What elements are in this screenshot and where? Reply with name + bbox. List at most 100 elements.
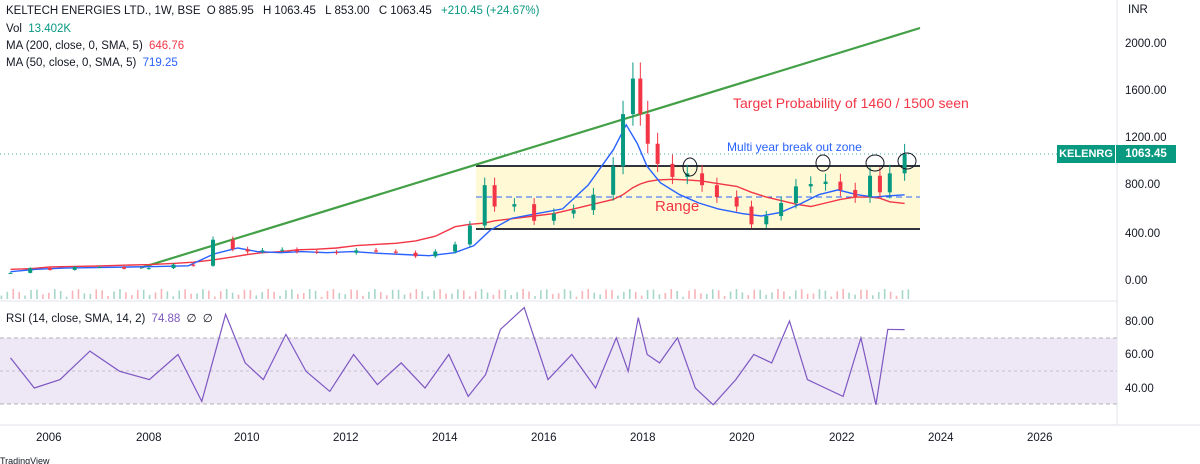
high-value: 1063.45 — [274, 5, 316, 17]
volume-bar — [794, 290, 797, 299]
volume-bar — [285, 290, 287, 299]
volume-bar — [569, 290, 572, 299]
volume-bar — [486, 292, 489, 299]
volume-bar — [563, 289, 566, 299]
target-annotation[interactable]: Target Probability of 1460 / 1500 seen — [733, 95, 969, 111]
volume-bar — [107, 296, 109, 299]
volume-bar — [166, 291, 169, 299]
rsi-pane[interactable] — [0, 306, 1117, 406]
time-tick: 2020 — [729, 432, 755, 444]
volume-bar — [759, 289, 761, 299]
low-label: L — [325, 5, 332, 17]
open-value: 885.95 — [218, 5, 254, 17]
volume-bar — [599, 294, 601, 299]
candle-body — [28, 268, 33, 273]
footer-brand: TradingView — [0, 456, 1200, 464]
volume-bar — [676, 291, 678, 299]
price-tick: 2000.00 — [1125, 38, 1167, 50]
volume-bar — [646, 290, 649, 299]
candle-body — [230, 239, 235, 250]
volume-bar — [184, 289, 186, 299]
range-annotation[interactable]: Range — [655, 198, 699, 215]
trendline[interactable] — [139, 26, 921, 270]
vol-legend[interactable]: Vol 13.402K — [6, 22, 74, 36]
volume-bar — [593, 292, 595, 299]
candle-body — [97, 266, 102, 268]
volume-bar — [789, 296, 791, 299]
price-tick: 400.00 — [1125, 228, 1160, 240]
volume-bar — [178, 290, 181, 299]
volume-bar — [65, 296, 68, 299]
candle-body — [354, 250, 359, 253]
volume-bar — [640, 295, 643, 299]
volume-bar — [551, 293, 554, 299]
volume-bar — [314, 290, 317, 299]
candle-body — [295, 249, 299, 252]
volume-bars — [0, 289, 910, 299]
volume-bar — [42, 294, 44, 299]
volume-bar — [581, 291, 584, 299]
volume-bar — [12, 289, 15, 299]
candle-body — [453, 244, 458, 252]
volume-bar — [297, 294, 299, 299]
ma200-legend[interactable]: MA (200, close, 0, SMA, 5) 646.76 — [6, 39, 187, 53]
candle-body — [700, 173, 705, 186]
candle-body — [122, 266, 127, 269]
time-tick: 2008 — [136, 432, 162, 444]
volume-bar — [231, 292, 234, 299]
candle-body — [853, 189, 858, 198]
price-tick: 0.00 — [1125, 275, 1147, 287]
volume-bar — [628, 289, 631, 299]
candle-body — [72, 266, 77, 270]
volume-bar — [332, 289, 335, 299]
volume-bar — [872, 295, 874, 299]
rsi-tick: 60.00 — [1125, 349, 1154, 361]
candle-body — [638, 78, 643, 115]
candle-body — [823, 181, 828, 185]
candle-body — [374, 250, 379, 252]
ma50-legend[interactable]: MA (50, close, 0, SMA, 5) 719.25 — [6, 56, 181, 70]
rsi-value: 74.88 — [151, 313, 181, 325]
volume-bar — [225, 289, 228, 299]
symbol-legend[interactable]: KELTECH ENERGIES LTD., 1W, BSE O 885.95 H… — [6, 4, 542, 18]
volume-bar — [445, 293, 447, 299]
candle-body — [877, 175, 882, 193]
candle-body — [808, 184, 813, 187]
candle-body — [714, 185, 719, 198]
last-price-value-badge: 1063.45 — [1115, 145, 1176, 163]
volume-bar — [308, 289, 311, 299]
candle-body — [280, 249, 285, 251]
price-pane[interactable]: Target Probability of 1460 / 1500 seen M… — [0, 0, 1200, 426]
time-tick: 2010 — [234, 432, 260, 444]
ma50-value: 719.25 — [142, 57, 178, 69]
volume-bar — [125, 292, 127, 299]
rsi-tick: 80.00 — [1125, 316, 1154, 328]
breakout-annotation[interactable]: Multi year break out zone — [727, 140, 862, 154]
volume-bar — [154, 292, 157, 299]
volume-bar — [427, 296, 430, 299]
candle-body — [611, 166, 616, 195]
volume-bar — [664, 292, 667, 299]
symbol-title[interactable]: KELTECH ENERGIES LTD., 1W, BSE — [6, 5, 201, 17]
volume-bar — [510, 295, 513, 299]
candle-body — [793, 186, 798, 203]
volume-bar — [249, 289, 252, 299]
time-tick: 2012 — [333, 432, 359, 444]
volume-bar — [848, 292, 850, 299]
close-value: 1063.45 — [390, 5, 432, 17]
candle-body — [314, 251, 319, 253]
volume-bar — [889, 291, 892, 299]
candle-body — [8, 272, 13, 274]
volume-bar — [729, 291, 732, 299]
volume-bar — [682, 296, 684, 299]
circle-mark-4 — [897, 152, 917, 170]
volume-bar — [854, 294, 856, 299]
tradingview-logo-text: TradingView — [0, 456, 50, 464]
time-tick: 2006 — [36, 432, 62, 444]
candle-body — [482, 185, 487, 226]
volume-bar — [534, 296, 536, 299]
candle-body — [245, 249, 250, 252]
rsi-legend[interactable]: RSI (14, close, SMA, 14, 2) 74.88 ∅ ∅ — [6, 312, 216, 326]
volume-bar — [291, 289, 293, 299]
